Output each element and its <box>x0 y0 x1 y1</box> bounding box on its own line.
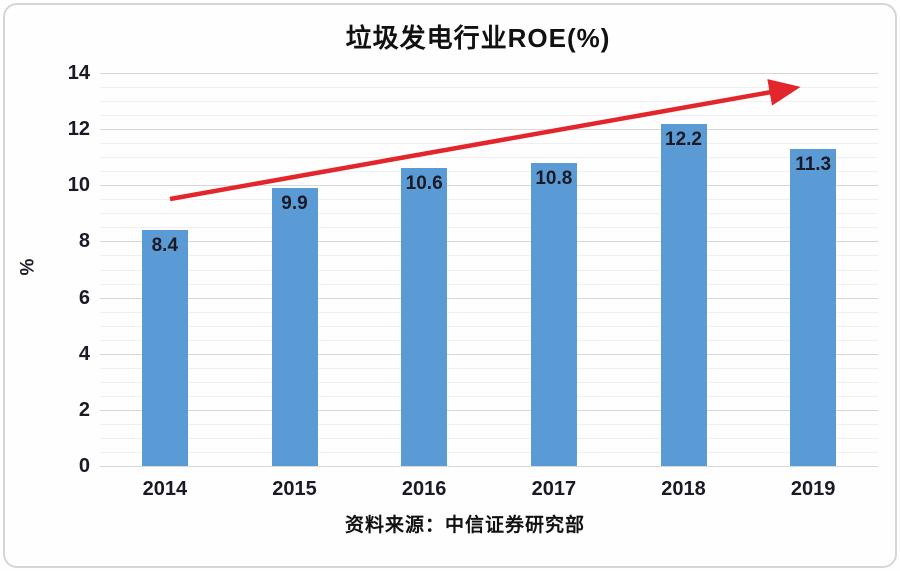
minor-gridline <box>100 213 878 215</box>
bar-2015: 9.9 <box>271 188 318 466</box>
y-tick-label: 14 <box>67 62 90 84</box>
y-tick-label: 4 <box>78 342 90 365</box>
y-tick-label: 10 <box>67 174 90 197</box>
minor-gridline <box>100 199 878 201</box>
minor-gridline <box>100 143 878 145</box>
minor-gridline <box>100 339 878 341</box>
major-gridline <box>100 129 878 131</box>
y-axis-label: % <box>17 258 39 276</box>
major-gridline <box>100 353 878 355</box>
source-note: 资料来源：中信证券研究部 <box>344 515 585 536</box>
minor-gridline <box>100 437 878 439</box>
minor-gridline <box>100 101 878 103</box>
minor-gridline <box>100 395 878 397</box>
minor-gridline <box>100 171 878 173</box>
major-gridline <box>100 73 878 74</box>
bar-value-label: 11.3 <box>795 153 832 175</box>
y-tick-label: 12 <box>67 118 90 141</box>
minor-gridline <box>100 87 878 89</box>
bar-value-label: 8.4 <box>151 235 179 257</box>
minor-gridline <box>100 367 878 369</box>
bar-2016: 10.6 <box>401 168 448 466</box>
y-tick-label: 6 <box>78 286 90 309</box>
bar-value-label: 10.6 <box>405 173 443 195</box>
major-gridline <box>100 241 878 243</box>
bar-value-label: 9.9 <box>281 193 308 215</box>
x-tick-label-2019: 2019 <box>790 478 836 500</box>
bar-value-label: 10.8 <box>535 167 573 189</box>
x-tick-label-2018: 2018 <box>661 478 706 500</box>
minor-gridline <box>100 269 878 271</box>
x-tick-label-2014: 2014 <box>142 478 188 500</box>
x-tick-label-2015: 2015 <box>272 478 317 500</box>
bar-2017: 10.8 <box>530 162 577 466</box>
minor-gridline <box>100 283 878 285</box>
y-tick-label: 2 <box>78 398 90 421</box>
minor-gridline <box>100 157 878 159</box>
major-gridline <box>100 409 878 411</box>
minor-gridline <box>100 255 878 257</box>
minor-gridline <box>100 311 878 313</box>
bar-value-label: 12.2 <box>665 128 702 150</box>
y-tick-label: 8 <box>78 230 90 253</box>
minor-gridline <box>100 381 878 383</box>
x-tick-label-2017: 2017 <box>531 478 577 500</box>
minor-gridline <box>100 115 878 117</box>
minor-gridline <box>100 227 878 229</box>
minor-gridline <box>100 325 878 327</box>
x-tick-label-2016: 2016 <box>401 478 447 500</box>
y-tick-label: 0 <box>78 455 90 477</box>
minor-gridline <box>100 451 878 453</box>
bar-2014: 8.4 <box>141 230 188 466</box>
bar-2019: 11.3 <box>790 148 837 466</box>
major-gridline <box>100 185 878 187</box>
chart-title: 垃圾发电行业ROE(%) <box>345 23 611 53</box>
plot-area: 8.4 9.9 10.6 10.8 12.2 11.3 <box>100 73 878 467</box>
bar-2018: 12.2 <box>660 123 707 466</box>
minor-gridline <box>100 423 878 425</box>
x-axis-baseline <box>100 466 878 467</box>
major-gridline <box>100 297 878 299</box>
